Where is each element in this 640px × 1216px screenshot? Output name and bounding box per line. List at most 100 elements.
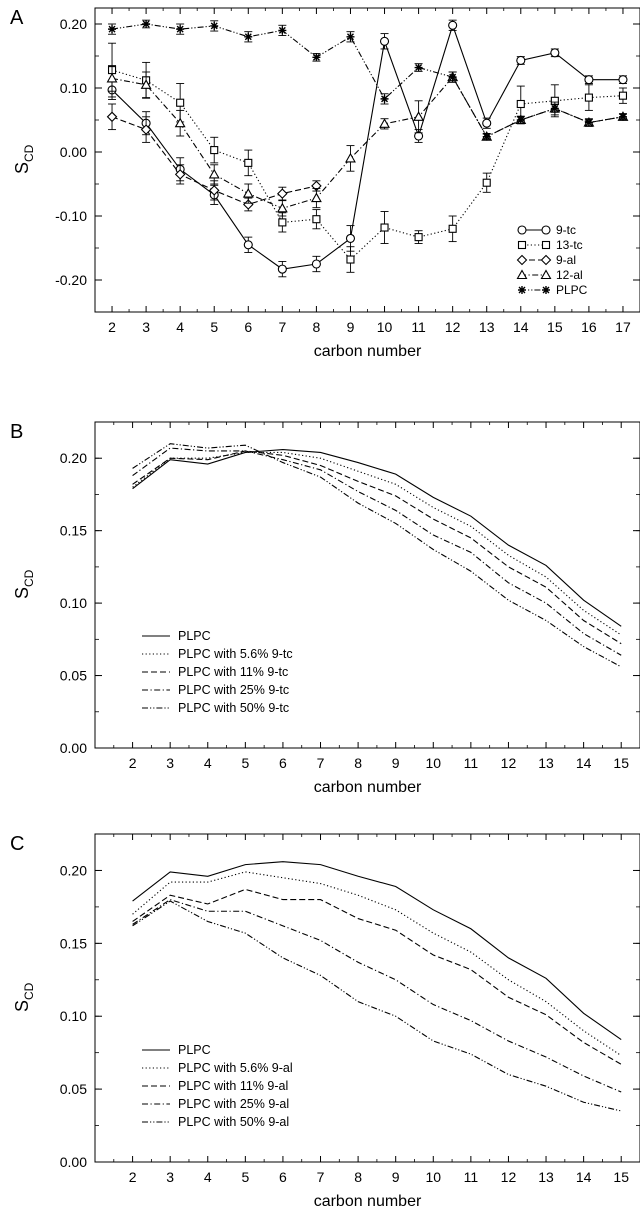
data-point: [414, 63, 423, 72]
plot-area: [132, 443, 622, 668]
data-point: [516, 116, 525, 124]
series-plpc: [132, 448, 622, 627]
series-13-tc: [107, 42, 628, 273]
series-line: [132, 898, 622, 1093]
x-tick-label: 7: [317, 755, 325, 771]
data-point: [312, 215, 321, 224]
legend-label: PLPC: [556, 283, 588, 297]
plot-frame: [94, 833, 640, 1163]
x-tick-label: 11: [411, 319, 426, 335]
data-point: [210, 21, 219, 30]
legend-label: PLPC with 5.6% 9-tc: [178, 647, 293, 661]
data-point: [243, 240, 253, 250]
series-plpc-with-5-6-9-tc: [132, 451, 622, 636]
data-point: [516, 55, 526, 66]
plot-area: [106, 19, 629, 278]
y-tick-label: 0.15: [60, 935, 87, 951]
x-tick-label: 8: [354, 755, 362, 771]
data-point: [140, 124, 152, 135]
series-line: [132, 451, 622, 636]
x-tick-label: 6: [279, 755, 287, 771]
y-axis-label-main: S: [12, 1000, 32, 1012]
data-point: [380, 223, 389, 232]
data-point: [346, 255, 355, 264]
data-point: [618, 75, 628, 85]
y-tick-label: 0.20: [60, 450, 87, 466]
y-tick-label: 0.10: [60, 80, 87, 96]
data-point: [618, 91, 628, 100]
legend-marker: [517, 225, 527, 235]
legend-label: PLPC with 11% 9-al: [178, 1079, 288, 1093]
x-tick-label: 7: [278, 319, 286, 335]
data-point: [140, 79, 152, 89]
x-tick-label: 11: [464, 755, 479, 771]
y-tick-label: 0.00: [60, 1154, 87, 1170]
legend-marker: [516, 254, 528, 266]
plot-area: [132, 861, 622, 1112]
data-point: [345, 233, 356, 243]
data-point: [278, 26, 287, 35]
legend-marker: [517, 240, 527, 250]
x-tick-label: 13: [538, 755, 554, 771]
data-point: [516, 99, 525, 109]
data-point: [345, 152, 356, 163]
x-tick-label: 15: [613, 755, 629, 771]
y-tick-label: 0.20: [60, 862, 87, 878]
series-line: [132, 888, 622, 1065]
x-tick-label: 2: [129, 1169, 137, 1185]
data-point: [482, 118, 492, 128]
legend-label: PLPC with 25% 9-al: [178, 1097, 289, 1111]
x-tick-label: 10: [377, 319, 393, 335]
legend-label: PLPC with 50% 9-tc: [178, 701, 289, 715]
data-point: [311, 259, 321, 269]
x-tick-label: 2: [108, 319, 116, 335]
x-tick-label: 14: [576, 1169, 592, 1185]
x-tick-label: 6: [279, 1169, 287, 1185]
data-point: [346, 32, 355, 41]
data-point: [482, 132, 491, 141]
series-line: [132, 450, 622, 645]
data-point: [174, 117, 186, 128]
x-axis-label: carbon number: [314, 343, 422, 360]
legend-label: PLPC: [178, 629, 211, 643]
data-point: [379, 118, 390, 128]
data-point: [242, 187, 254, 198]
legend-marker: [516, 269, 528, 280]
y-tick-label: 0.00: [60, 144, 87, 160]
x-tick-label: 4: [176, 319, 184, 335]
data-point: [142, 20, 151, 28]
x-axis-label: carbon number: [314, 1193, 422, 1210]
x-tick-label: 14: [513, 319, 529, 335]
panel-label: B: [10, 421, 23, 443]
y-axis-label: SCD: [12, 569, 36, 599]
data-point: [584, 93, 593, 102]
x-tick-label: 12: [501, 755, 517, 771]
data-point: [277, 188, 288, 199]
data-point: [106, 111, 118, 123]
data-point: [379, 36, 390, 46]
y-tick-label: -0.20: [55, 272, 87, 288]
x-tick-label: 8: [354, 1169, 362, 1185]
plot-frame: [94, 421, 640, 749]
legend-marker: [518, 286, 526, 294]
series-line: [132, 443, 622, 668]
y-axis-label: SCD: [12, 982, 36, 1012]
legend: PLPC PLPC with 5.6% 9-al PLPC with 11% 9-a…: [142, 1043, 293, 1129]
data-point: [310, 192, 322, 203]
x-tick-label: 3: [166, 755, 174, 771]
series-line: [111, 69, 623, 261]
data-point: [584, 75, 594, 85]
y-axis-label-sub: CD: [22, 569, 36, 587]
x-tick-label: 15: [547, 319, 563, 335]
x-tick-label: 5: [210, 319, 218, 335]
legend-label: PLPC with 50% 9-al: [178, 1115, 289, 1129]
y-tick-label: 0.05: [60, 668, 87, 684]
series-line: [132, 861, 622, 1040]
data-point: [584, 118, 593, 127]
x-tick-label: 2: [129, 755, 137, 771]
data-point: [550, 48, 560, 58]
y-axis-label-sub: CD: [22, 982, 36, 1000]
data-point: [414, 233, 423, 242]
series-plpc-with-25-9-tc: [132, 447, 622, 656]
